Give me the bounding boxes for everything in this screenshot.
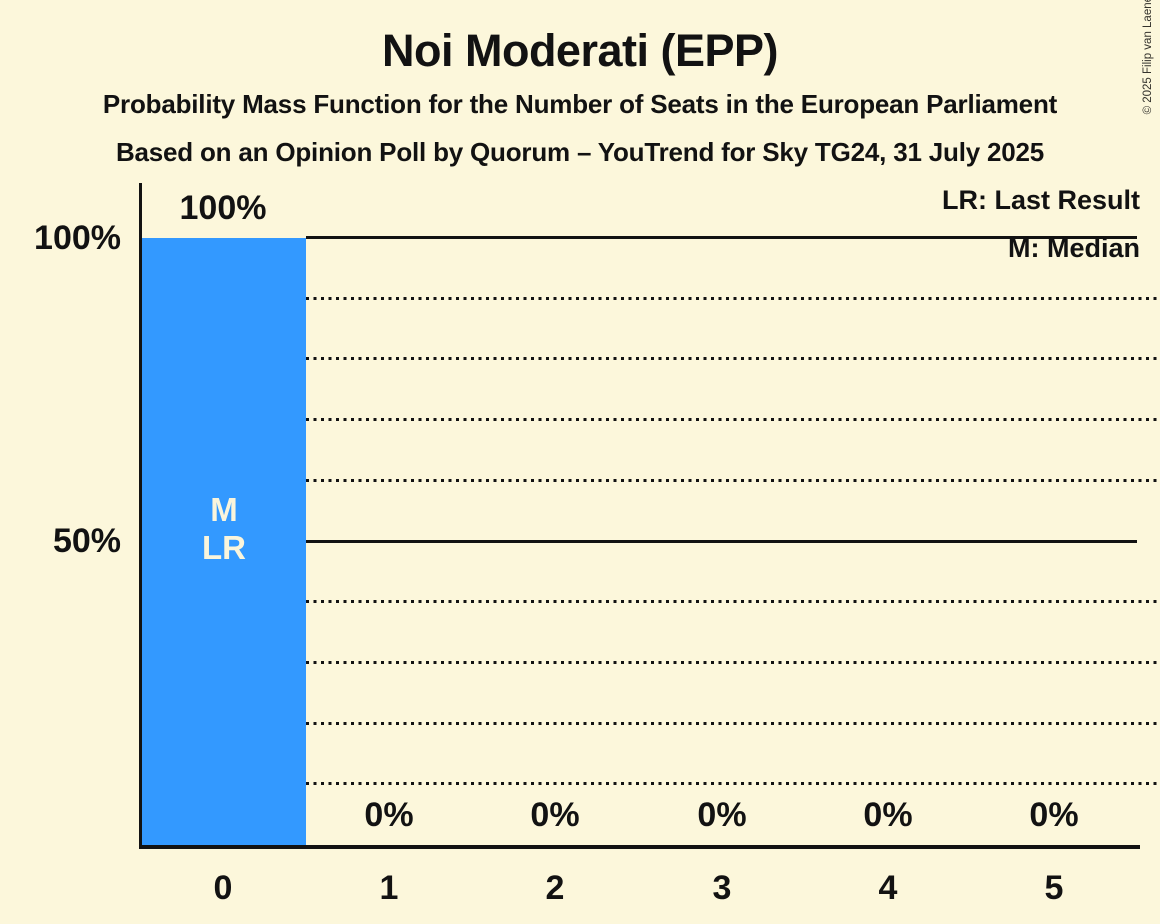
gridline-50 bbox=[306, 539, 1137, 543]
bar-annotation-median: M bbox=[210, 491, 238, 528]
x-tick-label-3: 3 bbox=[712, 869, 732, 907]
chart-title: Noi Moderati (EPP) bbox=[381, 25, 779, 76]
gridline-90 bbox=[306, 296, 1157, 300]
gridline-10 bbox=[306, 782, 1157, 786]
bar-value-label-4: 0% bbox=[863, 796, 913, 834]
bar-value-label-2: 0% bbox=[530, 796, 580, 834]
gridline-40 bbox=[306, 600, 1157, 604]
gridline-70 bbox=[306, 418, 1157, 422]
x-tick-label-2: 2 bbox=[545, 869, 565, 907]
probability-bar-0 bbox=[142, 238, 306, 845]
y-axis-line bbox=[139, 183, 142, 849]
gridline-100 bbox=[306, 236, 1137, 239]
copyright-notice: © 2025 Filip van Laenen bbox=[1142, 0, 1154, 115]
y-axis-label-50: 50% bbox=[52, 522, 121, 560]
gridline-20 bbox=[306, 721, 1157, 725]
x-axis-line bbox=[139, 845, 1140, 849]
x-tick-label-5: 5 bbox=[1044, 869, 1064, 907]
bar-value-label-0: 100% bbox=[179, 189, 267, 227]
gridline-60 bbox=[306, 478, 1157, 482]
gridline-30 bbox=[306, 660, 1157, 664]
bar-value-label-5: 0% bbox=[1029, 796, 1079, 834]
bar-value-label-1: 0% bbox=[364, 796, 414, 834]
chart-subtitle-line1: Probability Mass Function for the Number… bbox=[102, 89, 1058, 119]
bar-annotation: M LR bbox=[142, 491, 306, 567]
gridline-80 bbox=[306, 357, 1157, 361]
legend-median: M: Median bbox=[1008, 233, 1140, 263]
x-tick-label-4: 4 bbox=[878, 869, 898, 907]
x-tick-label-0: 0 bbox=[213, 869, 233, 907]
chart-subtitle-line2: Based on an Opinion Poll by Quorum – You… bbox=[115, 137, 1045, 167]
bar-value-label-3: 0% bbox=[697, 796, 747, 834]
bar-annotation-last-result: LR bbox=[202, 529, 246, 566]
x-tick-label-1: 1 bbox=[379, 869, 399, 907]
y-axis-label-100: 100% bbox=[34, 219, 121, 257]
legend-last-result: LR: Last Result bbox=[941, 185, 1140, 215]
